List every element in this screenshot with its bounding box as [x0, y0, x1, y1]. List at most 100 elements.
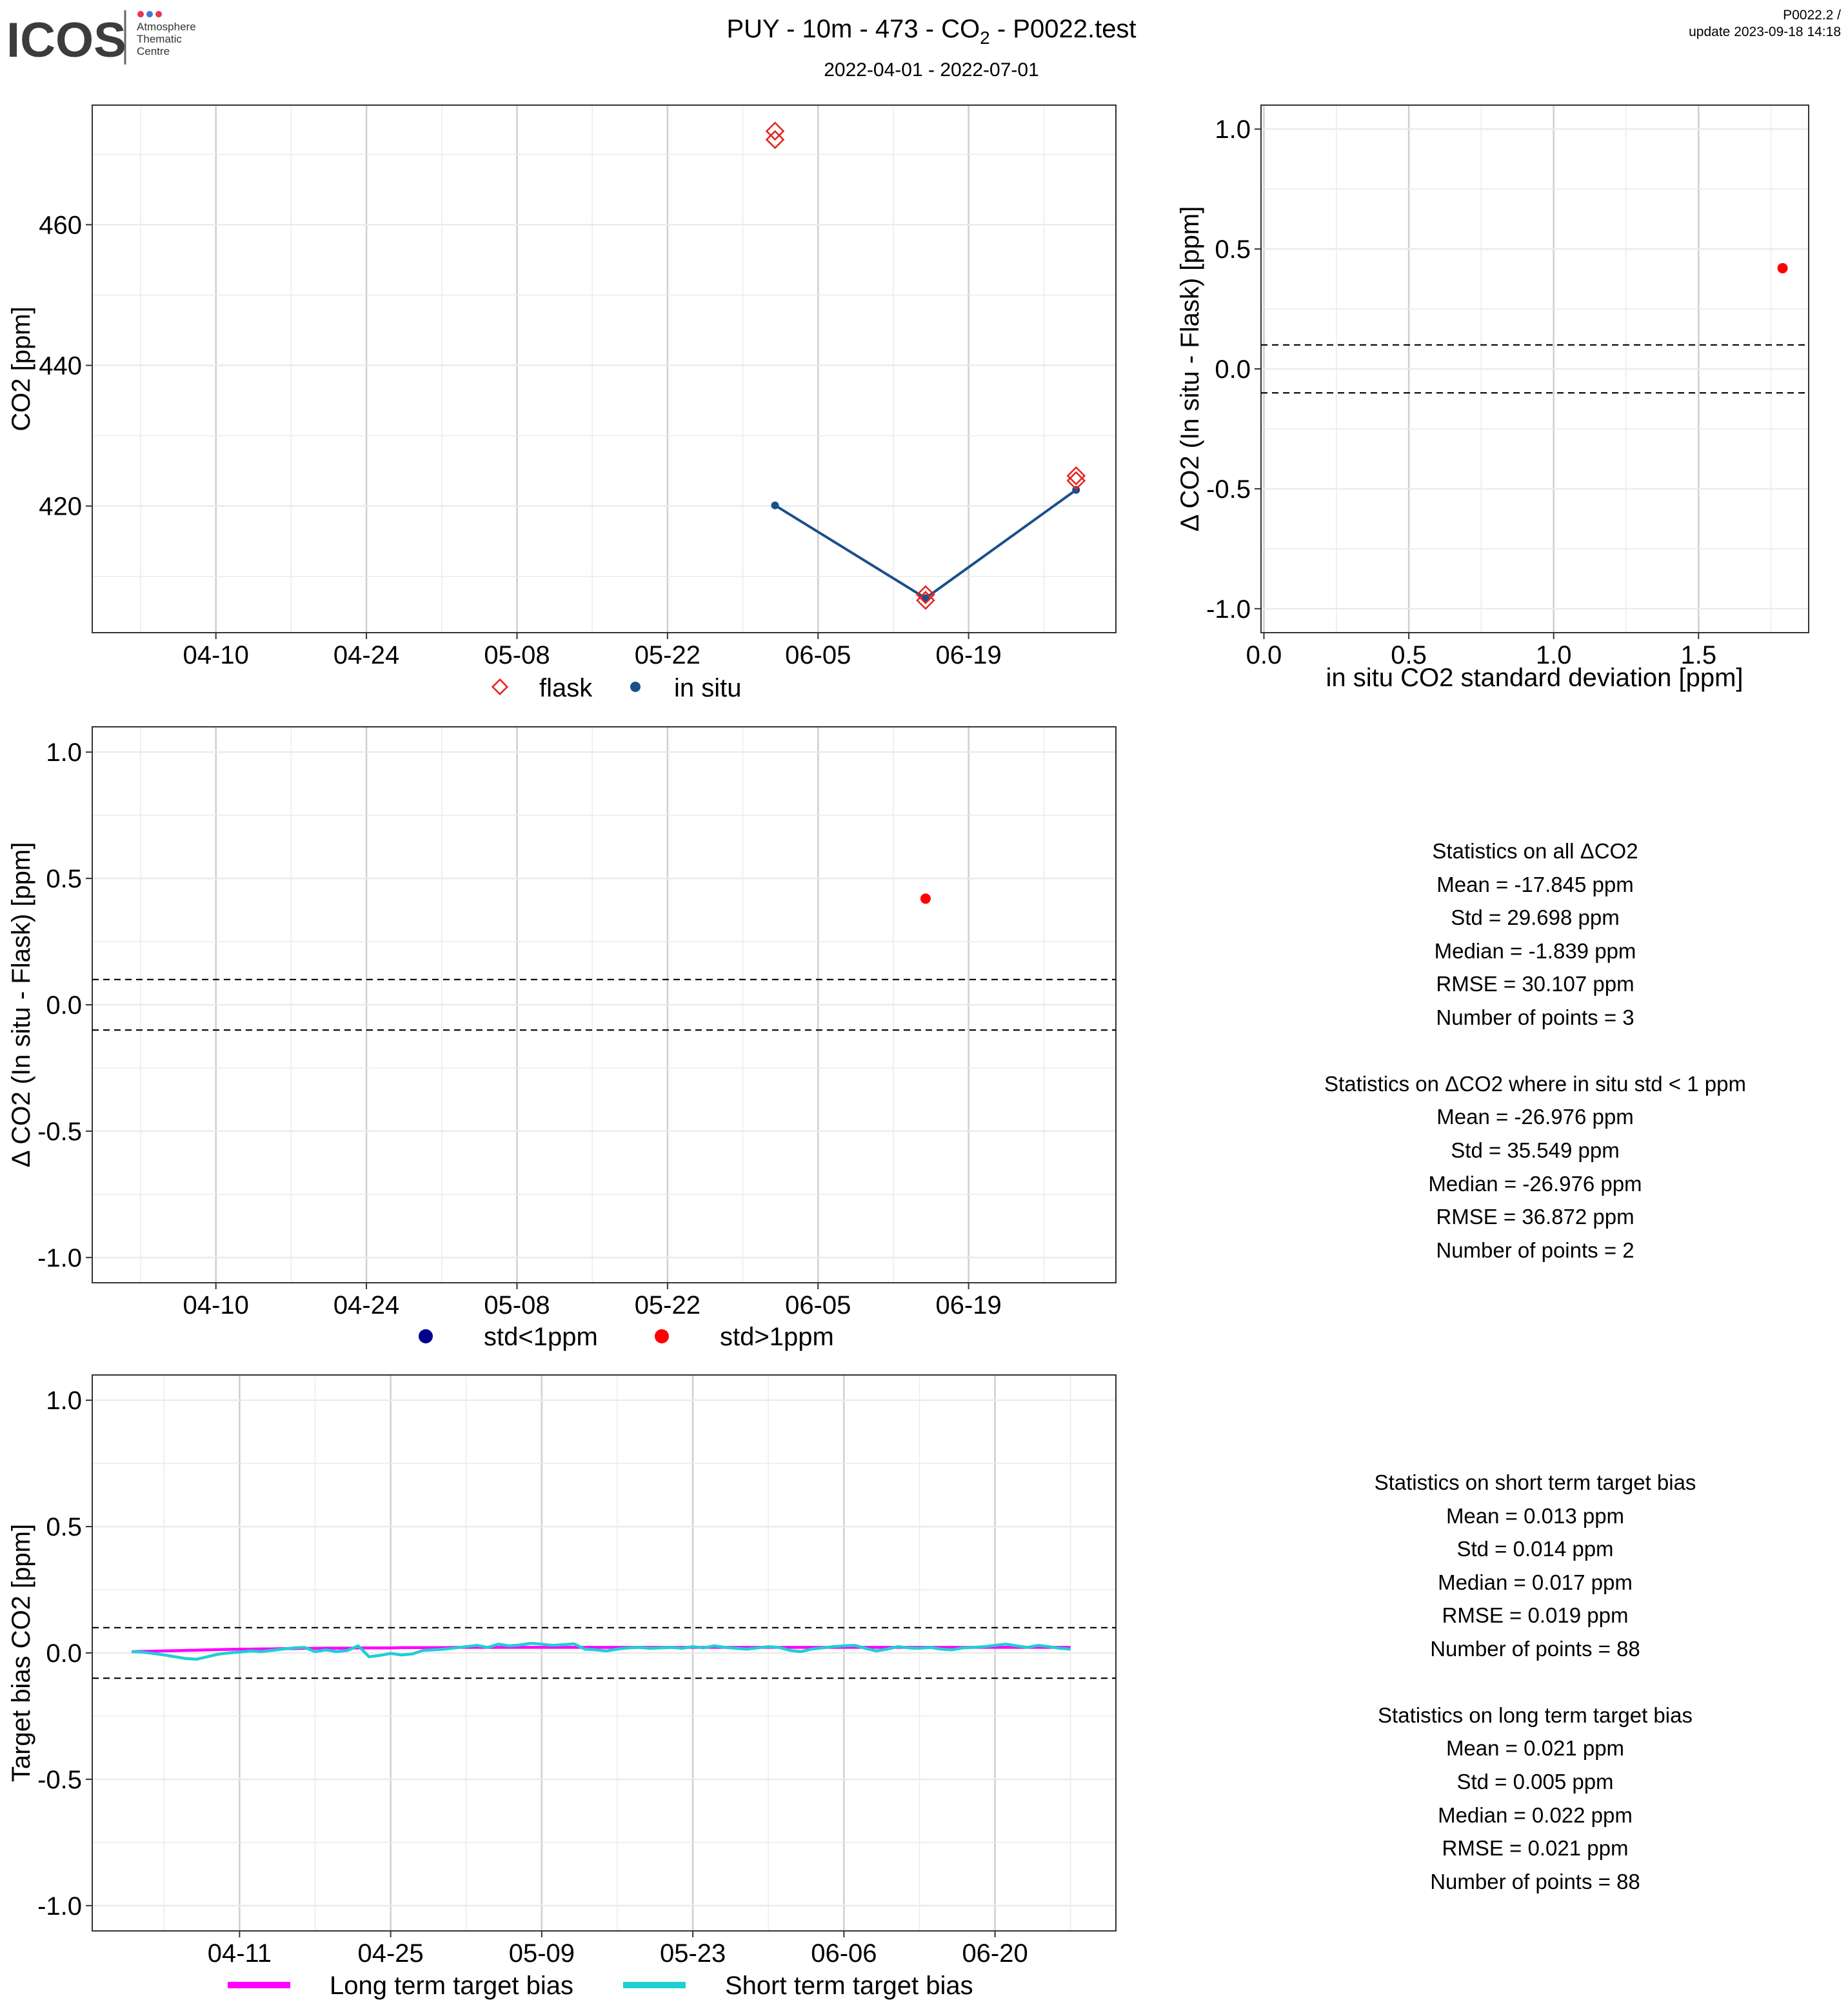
logo-word: ICOS: [6, 13, 126, 68]
y-tick-label: -1.0: [37, 1892, 82, 1921]
logo-dot-1: [137, 11, 144, 17]
x-tick-label: 04-24: [333, 641, 399, 669]
stats-median: Median = 0.022 ppm: [1438, 1803, 1633, 1827]
x-tick-label: 06-19: [935, 1291, 1001, 1320]
stats-title: Statistics on ΔCO2 where in situ std < 1…: [1324, 1072, 1746, 1096]
flask-point: [765, 130, 785, 150]
x-tick-label: 0.0: [1246, 641, 1282, 669]
x-tick-label: 04-24: [333, 1291, 399, 1320]
stats-long-term: Statistics on long term target bias Mean…: [1378, 1703, 1693, 1893]
x-tick-label: 04-25: [357, 1939, 423, 1968]
x-tick-label: 05-09: [509, 1939, 575, 1968]
x-tick-label: 06-06: [811, 1939, 877, 1968]
y-tick-label: 0.5: [46, 1513, 82, 1541]
logo-sub-2: Thematic: [137, 33, 182, 45]
stats-std: Std = 0.014 ppm: [1456, 1537, 1613, 1561]
stats-mean: Mean = -17.845 ppm: [1436, 873, 1633, 896]
x-tick-label: 05-08: [484, 641, 550, 669]
stats-median: Median = -1.839 ppm: [1435, 939, 1636, 963]
stats-all-delta: Statistics on all ΔCO2 Mean = -17.845 pp…: [1432, 839, 1638, 1029]
x-tick-label: 0.5: [1391, 641, 1427, 669]
logo-dot-2: [146, 11, 153, 17]
stats-std: Std = 0.005 ppm: [1456, 1770, 1613, 1794]
co2-timeseries-panel: 04-10 04-24 05-08 05-22 06-05 06-19420440460 …: [7, 104, 1117, 702]
y-tick-label: -0.5: [1206, 475, 1251, 504]
legend-long-term-label: Long term target bias: [330, 1972, 573, 2000]
std-gt-1-point: [920, 893, 931, 904]
x-tick-label: 04-11: [208, 1939, 272, 1968]
y-tick-label: 460: [39, 211, 82, 239]
legend-std-lt-label: std<1ppm: [484, 1323, 598, 1351]
legend: std<1ppm std>1ppm: [419, 1323, 834, 1351]
x-tick-label: 06-20: [962, 1939, 1028, 1968]
y-axis-label: CO2 [ppm]: [7, 306, 35, 431]
in-situ-point: [771, 501, 779, 509]
stats-title: Statistics on all ΔCO2: [1432, 839, 1638, 863]
legend: Long term target bias Short term target …: [228, 1972, 973, 2000]
x-tick-label: 1.5: [1680, 641, 1716, 669]
page-title: PUY - 10m - 473 - CO2 - P0022.test: [726, 15, 1136, 48]
y-axis-label: Δ CO2 (In situ - Flask) [ppm]: [7, 842, 35, 1168]
date-range: 2022-04-01 - 2022-07-01: [824, 59, 1039, 81]
stats-short-term: Statistics on short term target bias Mea…: [1375, 1470, 1696, 1661]
legend-std-gt-marker: [655, 1329, 669, 1343]
stats-mean: Mean = 0.013 ppm: [1446, 1504, 1624, 1528]
delta-timeseries-panel: 04-10 04-24 05-08 05-22 06-05 06-19 -1.0 -0.5 0.…: [7, 726, 1117, 1351]
stats-title: Statistics on short term target bias: [1375, 1470, 1696, 1494]
x-tick-label: 06-05: [785, 641, 851, 669]
y-tick-label: 0.0: [1215, 355, 1251, 384]
x-tick-label: 05-22: [635, 1291, 700, 1320]
y-axis-label: Δ CO2 (In situ - Flask) [ppm]: [1176, 206, 1204, 532]
stats-mean: Mean = 0.021 ppm: [1446, 1736, 1624, 1760]
stats-median: Median = -26.976 ppm: [1428, 1172, 1642, 1196]
delta-point: [1777, 262, 1788, 273]
y-tick-label: -1.0: [37, 1244, 82, 1272]
y-tick-label: 1.0: [46, 1387, 82, 1415]
logo-sub-1: Atmosphere: [137, 21, 196, 33]
y-tick-label: 0.5: [1215, 235, 1251, 264]
stats-rmse: RMSE = 36.872 ppm: [1436, 1205, 1634, 1229]
y-tick-label: 1.0: [1215, 115, 1251, 144]
stats-count: Number of points = 2: [1436, 1238, 1634, 1262]
y-tick-label: 420: [39, 493, 82, 521]
legend-short-term-label: Short term target bias: [725, 1972, 973, 2000]
flask-point: [1066, 466, 1086, 486]
x-tick-label: 04-10: [183, 641, 249, 669]
y-axis-label: Target bias CO2 [ppm]: [7, 1524, 35, 1782]
stats-mean: Mean = -26.976 ppm: [1436, 1105, 1633, 1129]
legend-insitu-label: in situ: [674, 674, 742, 702]
x-tick-label: 05-23: [660, 1939, 726, 1968]
version-label: P0022.2 /: [1783, 8, 1841, 23]
legend-flask-marker: [491, 678, 509, 696]
x-tick-label: 1.0: [1536, 641, 1572, 669]
stats-rmse: RMSE = 30.107 ppm: [1436, 972, 1634, 996]
target-bias-panel: 04-11 04-25 05-09 05-23 06-06 06-20 -1.0 -0.5 0.…: [7, 1374, 1117, 2000]
stats-title: Statistics on long term target bias: [1378, 1703, 1693, 1727]
plot-frame: [92, 104, 1117, 633]
x-tick-label: 06-05: [785, 1291, 851, 1320]
legend-flask-label: flask: [539, 674, 593, 702]
legend-std-gt-label: std>1ppm: [720, 1323, 834, 1351]
stats-count: Number of points = 88: [1430, 1637, 1640, 1661]
y-tick-label: 440: [39, 352, 82, 381]
stats-std: Std = 35.549 ppm: [1451, 1138, 1619, 1162]
x-tick-label: 05-08: [484, 1291, 550, 1320]
icos-logo: ICOS Atmosphere Thematic Centre: [6, 10, 196, 68]
y-tick-label: 0.0: [46, 1639, 82, 1668]
x-tick-label: 05-22: [635, 641, 700, 669]
flask-point: [765, 121, 785, 141]
stats-rmse: RMSE = 0.019 ppm: [1442, 1603, 1629, 1627]
y-tick-label: 0.0: [46, 991, 82, 1020]
stats-rmse: RMSE = 0.021 ppm: [1442, 1836, 1629, 1860]
stats-median: Median = 0.017 ppm: [1438, 1570, 1633, 1594]
y-tick-label: 1.0: [46, 738, 82, 767]
x-tick-label: 06-19: [935, 641, 1001, 669]
logo-sub-3: Centre: [137, 45, 170, 57]
delta-vs-std-panel: 0.0 0.5 1.0 1.5 -1.0 -0.5 0.0 0.5 1.0 Δ CO2 (In …: [1176, 104, 1809, 692]
legend-insitu-marker: [630, 682, 641, 692]
y-tick-label: -0.5: [37, 1118, 82, 1146]
y-tick-label: 0.5: [46, 865, 82, 893]
legend: flask in situ: [491, 674, 742, 702]
update-label: update 2023-09-18 14:18: [1689, 25, 1841, 39]
